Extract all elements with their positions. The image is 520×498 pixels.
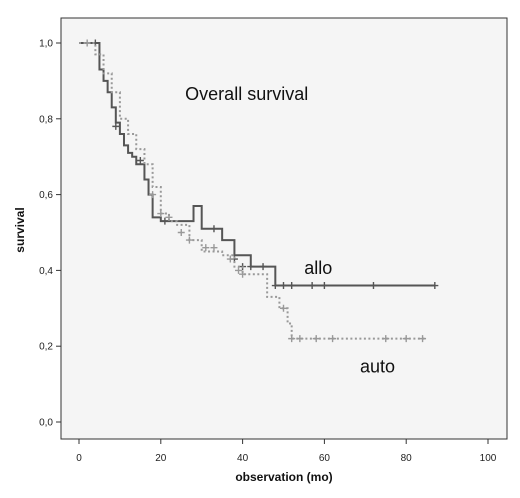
- x-axis-ticks: 0 20 40 60 80 100: [76, 439, 497, 464]
- censor-mark-auto: [157, 210, 165, 218]
- censor-mark-allo: [308, 282, 316, 290]
- y-axis-ticks: 0,0 0,2 0,4 0,6 0,8 1,0: [39, 39, 61, 429]
- censor-mark-auto: [382, 335, 390, 343]
- censor-mark-auto: [312, 335, 320, 343]
- censor-mark-auto: [296, 335, 304, 343]
- censor-mark-auto: [419, 335, 427, 343]
- y-tick-label: 0,0: [39, 418, 53, 429]
- x-tick-label: 20: [155, 453, 167, 464]
- censor-mark-auto: [202, 244, 210, 252]
- censor-mark-allo: [112, 122, 120, 130]
- censor-mark-auto: [239, 270, 247, 278]
- x-tick-label: 100: [480, 453, 497, 464]
- censor-mark-allo: [136, 156, 144, 164]
- annotation-label: auto: [360, 357, 395, 377]
- censor-mark-auto: [210, 244, 218, 252]
- censor-mark-auto: [177, 229, 185, 236]
- y-tick-label: 0,6: [39, 190, 53, 201]
- x-tick-label: 80: [401, 453, 413, 464]
- annotation-label: allo: [304, 258, 332, 278]
- censor-mark-allo: [431, 282, 439, 290]
- censor-mark-auto: [83, 39, 91, 47]
- censor-mark-auto: [280, 304, 287, 312]
- series-layer: [79, 39, 439, 343]
- series-line-auto: [79, 42, 427, 340]
- plot-background: [61, 18, 507, 439]
- annotation-label: Overall survival: [185, 84, 308, 104]
- censor-mark-allo: [161, 217, 169, 225]
- censor-mark-allo: [210, 225, 218, 233]
- censor-mark-allo: [280, 282, 287, 290]
- censor-mark-allo: [271, 282, 279, 290]
- censor-mark-auto: [402, 335, 410, 343]
- censor-mark-allo: [247, 263, 255, 271]
- y-tick-label: 0,2: [39, 342, 53, 353]
- censor-mark-allo: [320, 282, 328, 290]
- y-tick-label: 0,8: [39, 114, 53, 125]
- censor-mark-allo: [259, 263, 267, 271]
- censor-mark-auto: [235, 266, 243, 274]
- censor-mark-allo: [369, 282, 377, 290]
- censor-mark-auto: [329, 335, 337, 343]
- series-line-allo: [79, 42, 435, 287]
- y-axis-label: survival: [13, 207, 27, 252]
- censor-mark-auto: [226, 255, 234, 263]
- censor-mark-auto: [185, 236, 193, 244]
- censor-mark-auto: [165, 213, 173, 221]
- y-tick-label: 0,4: [39, 266, 53, 277]
- censor-mark-auto: [149, 191, 157, 199]
- censor-mark-allo: [288, 282, 296, 290]
- x-tick-label: 40: [237, 453, 249, 464]
- annotation-layer: Overall survival allo auto: [185, 84, 395, 377]
- x-tick-label: 0: [76, 453, 82, 464]
- plot-frame: [60, 17, 508, 440]
- x-axis-label: observation (mo): [235, 470, 332, 484]
- censor-mark-auto: [288, 335, 296, 343]
- y-tick-label: 1,0: [39, 39, 53, 50]
- x-tick-label: 60: [319, 453, 331, 464]
